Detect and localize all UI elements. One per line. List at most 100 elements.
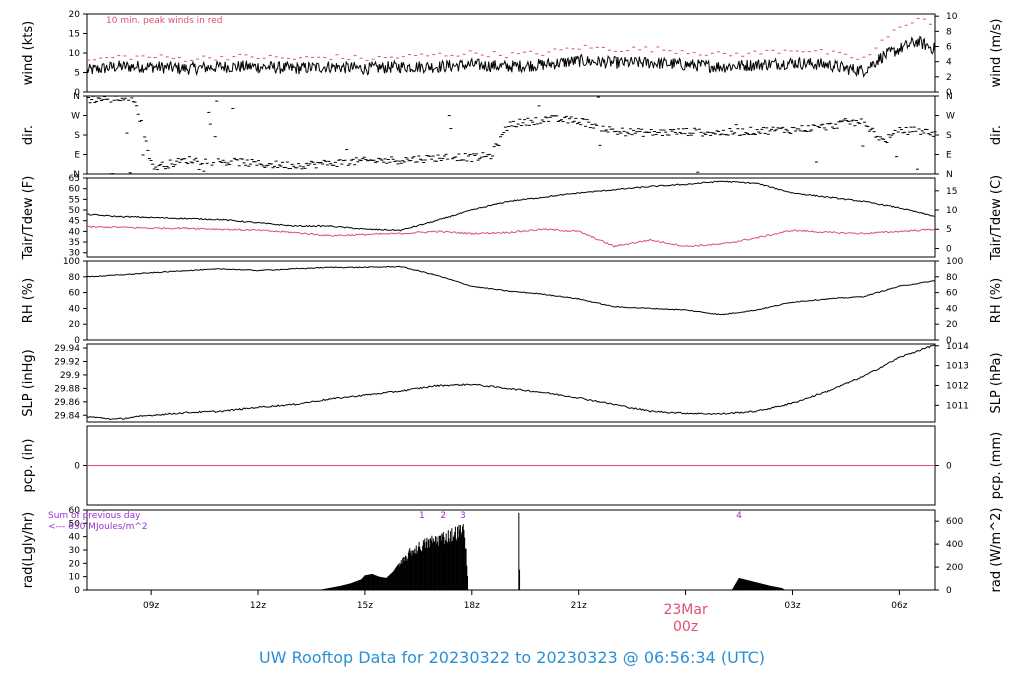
series-line-Tdew: [86, 225, 936, 248]
y-tick-label-left: 40: [69, 533, 81, 543]
y-tick-label-left: 60: [69, 185, 81, 195]
x-tick-label: 18z: [464, 601, 480, 611]
y-tick-label-right: 15: [946, 187, 957, 197]
y-tick-label-right: 0: [946, 88, 952, 98]
y-tick-label-left: 20: [69, 320, 81, 330]
ylabel-left: pcp. (in): [21, 439, 36, 493]
ylabel-left: RH (%): [21, 278, 36, 323]
radiation-sum-note: Sum of previous day: [48, 511, 141, 521]
y-tick-label-right: N: [946, 92, 953, 102]
y-tick-label-left: 0: [74, 88, 80, 98]
series-radiation: [321, 512, 786, 590]
y-tick-label-right: W: [946, 112, 955, 122]
series-line-SLP: [86, 344, 936, 420]
ylabel-right: rad (W/m^2): [989, 508, 1004, 593]
y-tick-label-left: 29.92: [54, 357, 80, 367]
ylabel-left: wind (kts): [21, 21, 36, 85]
y-tick-label-right: 4: [946, 58, 952, 68]
y-tick-label-right: E: [946, 151, 952, 161]
date-hour-label: 00z: [673, 619, 698, 635]
y-tick-label-left: 29.88: [54, 384, 80, 394]
y-tick-label-left: 10: [69, 573, 81, 583]
y-tick-label-left: 20: [69, 559, 81, 569]
y-tick-label-right: 400: [946, 540, 963, 550]
panel-frame: [86, 177, 936, 258]
series-Tair: [86, 180, 936, 232]
y-tick-label-left: 0: [74, 462, 80, 472]
y-tick-label-left: 60: [69, 289, 81, 299]
panel-frame: [86, 260, 936, 341]
y-tick-label-right: N: [946, 170, 953, 180]
x-tick-label: 03z: [784, 601, 800, 611]
panel-frame: [86, 509, 936, 591]
x-tick-label: 15z: [357, 601, 373, 611]
y-tick-label-right: 10: [946, 12, 958, 22]
y-tick-label-right: 1011: [946, 401, 969, 411]
y-tick-label-left: S: [74, 131, 80, 141]
ylabel-left: rad(Lgly/hr): [21, 512, 36, 588]
y-tick-label-left: 30: [69, 546, 81, 556]
y-tick-label-left: 55: [69, 195, 80, 205]
x-tick-label: 09z: [143, 601, 159, 611]
y-tick-label-right: 60: [946, 289, 958, 299]
radiation-marker: 2: [440, 511, 446, 521]
y-tick-label-left: 29.86: [54, 398, 80, 408]
radiation-marker: 1: [419, 511, 425, 521]
series-wind: [86, 35, 936, 79]
y-tick-label-right: 6: [946, 43, 952, 53]
y-tick-label-right: 0: [946, 586, 952, 596]
y-tick-label-left: 60: [69, 506, 81, 516]
peak-wind-note: 10 min. peak winds in red: [106, 16, 223, 26]
series-Tdew: [86, 225, 936, 248]
y-tick-label-left: 40: [69, 227, 81, 237]
y-tick-label-left: E: [74, 151, 80, 161]
y-tick-label-left: 0: [74, 586, 80, 596]
y-tick-label-left: W: [71, 112, 80, 122]
x-tick-label: 06z: [891, 601, 907, 611]
y-tick-label-right: 0: [946, 462, 952, 472]
y-tick-label-left: 80: [69, 273, 81, 283]
panel-wind: wind (kts) wind (m/s) 0 5 10 15 20 0 2 4 6 8 10 10 mi…: [21, 10, 1004, 98]
y-tick-label-right: 1014: [946, 342, 969, 352]
ylabel-right: SLP (hPa): [989, 352, 1004, 413]
y-tick-label-left: 10: [69, 49, 81, 59]
y-tick-label-left: 50: [69, 519, 81, 529]
x-tick-label: 21z: [571, 601, 587, 611]
series-line-RH: [86, 265, 936, 316]
ylabel-left: dir.: [21, 125, 36, 145]
y-tick-label-right: 8: [946, 27, 952, 37]
y-tick-label-left: 45: [69, 217, 80, 227]
y-tick-label-right: 100: [946, 257, 963, 267]
y-tick-label-left: 50: [69, 206, 81, 216]
ylabel-right: dir.: [989, 125, 1004, 145]
radiation-sum-value: <--- 650 MJoules/m^2: [48, 522, 148, 532]
ylabel-right: Tair/Tdew (C): [989, 175, 1004, 261]
panel-temp: Tair/Tdew (F) Tair/Tdew (C)30354045505560…: [21, 174, 1004, 261]
y-tick-label-right: 5: [946, 225, 952, 235]
y-tick-label-left: 100: [63, 257, 80, 267]
y-tick-label-left: 15: [69, 30, 80, 40]
y-tick-label-right: 2: [946, 73, 952, 83]
series-SLP: [86, 344, 936, 420]
panel-pcp: pcp. (in) pcp. (mm) 0 0: [21, 425, 1004, 506]
y-tick-label-right: 0: [946, 244, 952, 254]
y-tick-label-left: 29.84: [54, 411, 80, 421]
y-tick-label-left: 40: [69, 304, 81, 314]
y-tick-label-right: 1013: [946, 362, 969, 372]
ylabel-left: SLP (inHg): [21, 349, 36, 417]
panel-rad: rad(Lgly/hr) rad (W/m^2)01020304050600200…: [21, 506, 1004, 596]
y-tick-label-left: 35: [69, 238, 80, 248]
y-tick-label-right: 0: [946, 336, 952, 346]
panel-frame: [86, 343, 936, 423]
y-tick-label-left: 30: [69, 249, 81, 259]
series-line-wind: [86, 35, 936, 79]
y-tick-label-left: 20: [69, 10, 81, 20]
y-tick-label-right: 20: [946, 320, 958, 330]
y-tick-label-left: N: [73, 170, 80, 180]
y-tick-label-right: 1012: [946, 381, 969, 391]
series-line-Tair: [86, 180, 936, 232]
ylabel-right: RH (%): [989, 278, 1004, 323]
y-tick-label-left: N: [73, 92, 80, 102]
